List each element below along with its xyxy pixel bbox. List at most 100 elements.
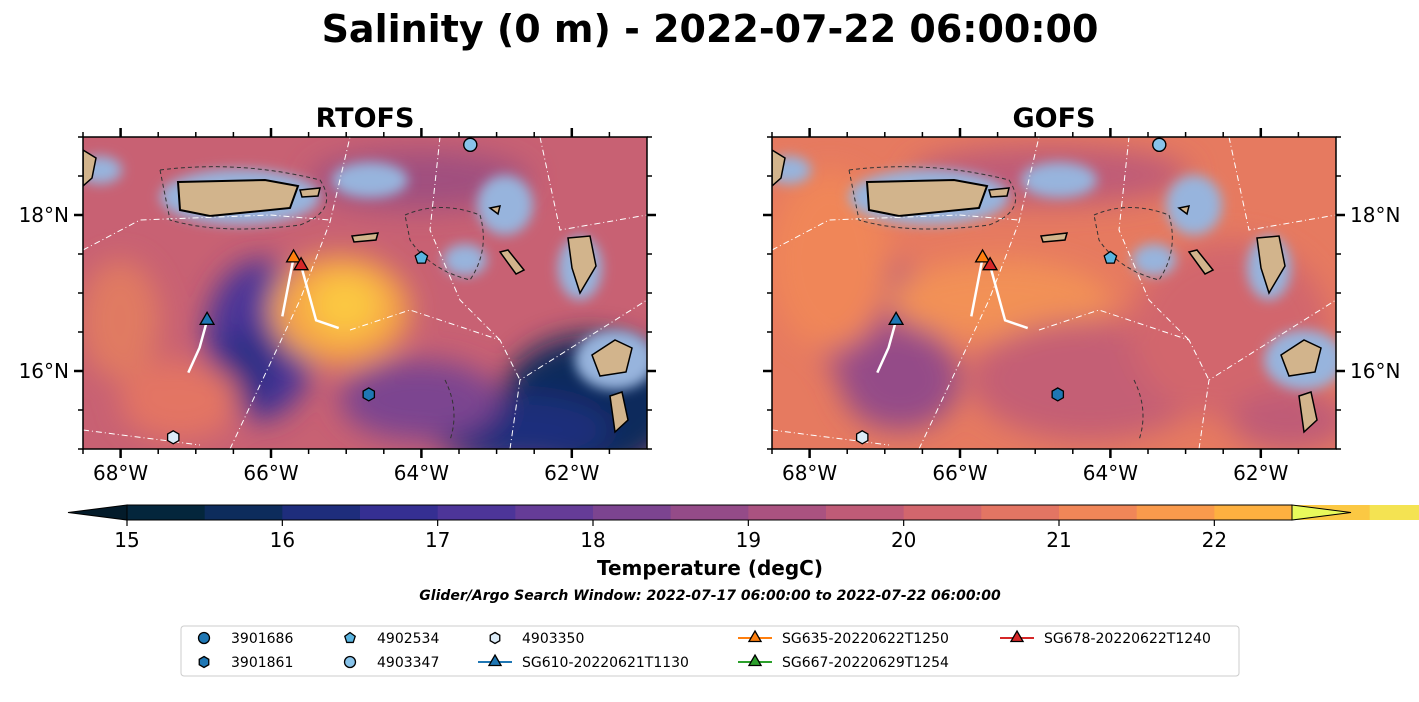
glider-marker-gofs-3 [982,256,999,271]
legend-label-0: 3901686 [231,631,293,647]
ytick-label-gofs-0: 16°N [1350,359,1400,383]
legend-label-2: 4902534 [377,631,439,647]
xtick-label-rtofs-3: 62°W [544,461,599,485]
colorbar-blocks [67,504,1419,521]
yticks-rtofs: 16°N 18°N [19,136,656,450]
colorbar-block-8 [748,505,827,520]
float-marker-gofs-3 [1152,137,1167,152]
legend-frame [180,625,1240,677]
xtick-label-rtofs-0: 68°W [93,461,148,485]
panel-rtofs: RTOFS [19,103,656,485]
glider-track-rtofs-3 [299,265,340,330]
colorbar: 15 16 17 18 19 20 21 22 Temperature (degC) [67,504,1419,580]
legend-marker-6 [747,629,763,643]
colorbar-block-4 [437,505,516,520]
glider-marker-gofs-0 [888,311,905,325]
legend-marker-5 [487,653,503,667]
legend-marker-3 [343,655,357,669]
ytick-label-gofs-1: 18°N [1350,203,1400,227]
colorbar-block-11 [981,505,1060,520]
colorbar-tick-label-2: 17 [425,528,450,552]
float-marker-gofs-4 [855,430,869,445]
float-marker-rtofs-4 [166,430,180,445]
float-markers-gofs [855,137,1167,445]
glider-marker-rtofs-1 [285,248,302,263]
colorbar-block-0 [127,505,206,520]
float-markers-rtofs [166,137,478,445]
float-marker-gofs-2 [1103,250,1118,264]
colorbar-block-6 [593,505,672,520]
float-marker-rtofs-3 [463,137,478,152]
glider-marker-rtofs-0 [199,311,216,325]
colorbar-extend-low [67,504,128,521]
colorbar-tick-label-1: 16 [270,528,295,552]
legend-label-8: SG678-20220622T1240 [1044,631,1211,647]
xtick-label-gofs-0: 68°W [782,461,837,485]
legend: 3901686 3901861 4902534 4903347 4903350 SG610… [180,625,1240,677]
ytick-label-rtofs-0: 16°N [19,359,69,383]
panel-title-rtofs: RTOFS [316,103,415,134]
colorbar-tick-label-7: 22 [1202,528,1227,552]
land-rtofs [83,149,633,434]
colorbar-block-16 [1369,505,1419,520]
glider-track-rtofs-0 [187,319,209,374]
isobaths-rtofs [159,166,484,441]
glider-marker-gofs-1 [974,248,991,263]
xticks-rtofs: 68°W 66°W 64°W 62°W [82,128,611,485]
isobaths-gofs [848,166,1173,441]
field-anomalies-rtofs [83,150,647,449]
colorbar-block-1 [204,505,283,520]
glider-track-gofs-0 [876,319,898,374]
colorbar-block-7 [670,505,749,520]
glider-track-gofs-3 [988,265,1029,330]
xtick-label-gofs-2: 64°W [1083,461,1138,485]
legend-marker-7 [747,653,763,667]
colorbar-tick-label-6: 21 [1046,528,1071,552]
xtick-label-gofs-3: 62°W [1233,461,1288,485]
land-gofs [772,149,1322,434]
colorbar-tick-label-0: 15 [114,528,139,552]
xtick-label-gofs-1: 66°W [932,461,987,485]
panel-title-gofs: GOFS [1012,103,1095,134]
colorbar-block-5 [515,505,594,520]
xtick-label-rtofs-1: 66°W [243,461,298,485]
colorbar-ticks: 15 16 17 18 19 20 21 22 [114,520,1227,552]
figure-title: Salinity (0 m) - 2022-07-22 06:00:00 [322,7,1099,51]
eez-boundaries-rtofs [83,137,647,449]
search-window-text: Glider/Argo Search Window: 2022-07-17 06… [419,588,1001,604]
legend-items: 3901686 3901861 4902534 4903347 4903350 SG610… [197,629,1211,671]
colorbar-block-14 [1214,505,1293,520]
colorbar-tick-label-4: 19 [736,528,761,552]
colorbar-label: Temperature (degC) [597,556,823,580]
colorbar-frame [126,504,1293,521]
colorbar-block-2 [282,505,361,520]
glider-track-rtofs-1 [281,257,295,317]
eez-boundaries-gofs [772,137,1336,449]
float-marker-rtofs-1 [362,387,376,402]
glider-track-gofs-1 [970,257,984,317]
legend-label-5: SG610-20220621T1130 [522,655,689,671]
ytick-label-rtofs-1: 18°N [19,203,69,227]
colorbar-block-3 [360,505,439,520]
panel-gofs: GOFS [763,103,1400,485]
legend-label-6: SG635-20220622T1250 [782,631,949,647]
float-marker-gofs-1 [1051,387,1065,402]
glider-tracks-gofs [876,248,1029,374]
legend-marker-1 [198,655,210,669]
glider-tracks-rtofs [187,248,340,374]
colorbar-tick-label-3: 18 [580,528,605,552]
colorbar-block-13 [1136,505,1215,520]
float-marker-rtofs-2 [414,250,429,264]
colorbar-block-9 [826,505,905,520]
legend-marker-2 [344,631,356,644]
legend-marker-0 [197,631,211,645]
colorbar-tick-label-5: 20 [891,528,916,552]
colorbar-block-10 [903,505,982,520]
legend-label-3: 4903347 [377,655,439,671]
legend-label-1: 3901861 [231,655,293,671]
legend-label-4: 4903350 [522,631,584,647]
legend-label-7: SG667-20220629T1254 [782,655,949,671]
legend-marker-4 [489,631,501,645]
colorbar-block-12 [1059,505,1138,520]
